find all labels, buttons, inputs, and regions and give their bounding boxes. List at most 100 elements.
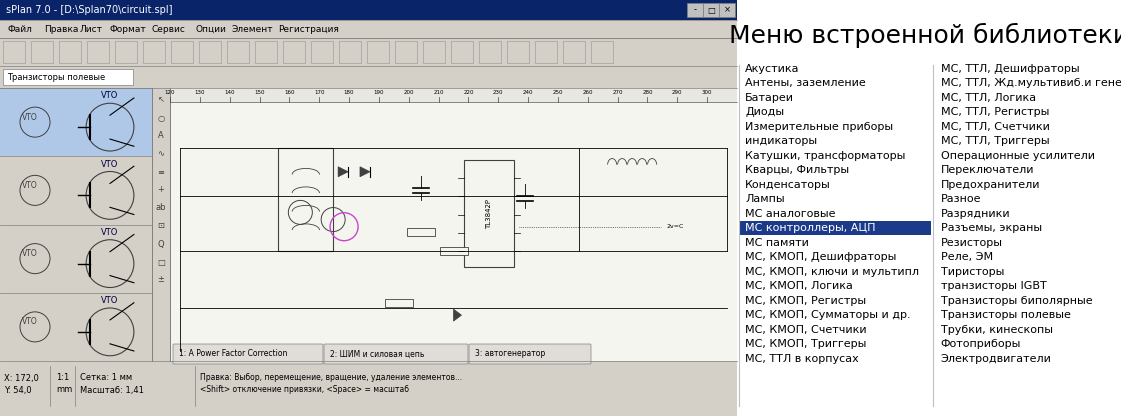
Text: Меню встроенной библиотеки: Меню встроенной библиотеки — [729, 22, 1121, 47]
Polygon shape — [454, 309, 462, 321]
Text: ≡: ≡ — [157, 168, 165, 176]
Text: МС, ТТЛ, Логика: МС, ТТЛ, Логика — [941, 93, 1036, 103]
Text: □: □ — [157, 258, 165, 267]
Bar — [3, 41, 25, 63]
Bar — [739, 221, 930, 235]
Text: VTO: VTO — [22, 249, 38, 258]
Text: 240: 240 — [522, 90, 534, 95]
Text: Масштаб: 1,41: Масштаб: 1,41 — [80, 386, 143, 394]
Bar — [282, 41, 305, 63]
Text: Кварцы, Фильтры: Кварцы, Фильтры — [745, 165, 849, 175]
Text: 300: 300 — [702, 90, 713, 95]
Text: -: - — [694, 5, 696, 15]
FancyBboxPatch shape — [469, 344, 591, 364]
Text: Транзисторы полевые: Транзисторы полевые — [7, 72, 105, 82]
Bar — [507, 41, 529, 63]
Bar — [703, 3, 719, 17]
Text: 2: ШИМ и силовая цепь: 2: ШИМ и силовая цепь — [330, 349, 425, 359]
Text: 280: 280 — [642, 90, 652, 95]
Bar — [385, 299, 413, 307]
Text: Катушки, трансформаторы: Катушки, трансформаторы — [745, 151, 906, 161]
Text: Разное: Разное — [941, 194, 981, 204]
Bar — [367, 41, 389, 63]
Text: 1: A Power Factor Correction: 1: A Power Factor Correction — [179, 349, 287, 359]
Text: Лампы: Лампы — [745, 194, 785, 204]
Text: ab: ab — [156, 203, 166, 213]
Text: VTO: VTO — [22, 317, 38, 327]
Text: <Shift> отключение привязки, <Space> = масштаб: <Shift> отключение привязки, <Space> = м… — [200, 386, 409, 394]
Text: VTO: VTO — [101, 92, 119, 101]
Text: МС, КМОП, Регистры: МС, КМОП, Регистры — [745, 296, 867, 306]
Text: Y: 54,0: Y: 54,0 — [4, 386, 31, 394]
Bar — [170, 88, 736, 102]
Bar — [3, 69, 133, 85]
Polygon shape — [339, 167, 349, 177]
Bar — [395, 41, 417, 63]
Bar — [200, 41, 221, 63]
Text: МС, ТТЛ, Триггеры: МС, ТТЛ, Триггеры — [941, 136, 1049, 146]
Text: 270: 270 — [612, 90, 623, 95]
Text: Регистрация: Регистрация — [278, 25, 339, 34]
Text: Правка: Выбор, перемещение, вращение, удаление элементов...: Правка: Выбор, перемещение, вращение, уд… — [200, 374, 462, 382]
Text: Опции: Опции — [196, 25, 226, 34]
Text: Акустика: Акустика — [745, 64, 799, 74]
Bar — [687, 3, 703, 17]
Text: 160: 160 — [284, 90, 295, 95]
Text: МС, ТТЛ, Регистры: МС, ТТЛ, Регистры — [941, 107, 1049, 117]
Text: ⊡: ⊡ — [157, 221, 165, 230]
Text: Транзисторы биполярные: Транзисторы биполярные — [941, 296, 1092, 306]
Text: Тиристоры: Тиристоры — [941, 267, 1004, 277]
FancyBboxPatch shape — [324, 344, 467, 364]
Bar — [115, 41, 137, 63]
Text: Батареи: Батареи — [745, 93, 794, 103]
Text: sPlan 7.0 - [D:\Splan70\circuit.spl]: sPlan 7.0 - [D:\Splan70\circuit.spl] — [6, 5, 173, 15]
Text: МС, ТТЛ, Дешифраторы: МС, ТТЛ, Дешифраторы — [941, 64, 1080, 74]
Text: Лист: Лист — [80, 25, 103, 34]
Bar — [226, 41, 249, 63]
Text: Формат: Формат — [110, 25, 147, 34]
Text: МС, КМОП, ключи и мультипл: МС, КМОП, ключи и мультипл — [745, 267, 919, 277]
Text: 2v=C: 2v=C — [667, 224, 684, 229]
Text: VTO: VTO — [101, 160, 119, 169]
Text: Диоды: Диоды — [745, 107, 784, 117]
Text: Файл: Файл — [8, 25, 33, 34]
Polygon shape — [360, 167, 370, 177]
Text: ±: ± — [158, 275, 165, 285]
Text: Транзисторы полевые: Транзисторы полевые — [941, 310, 1071, 320]
Bar — [152, 88, 170, 361]
Text: МС аналоговые: МС аналоговые — [745, 209, 835, 219]
Text: TL3842P: TL3842P — [487, 198, 492, 228]
Bar — [563, 41, 585, 63]
Bar — [278, 148, 333, 250]
Text: X: 172,0: X: 172,0 — [4, 374, 39, 382]
Text: МС, ТТЛ, Жд.мультивиб.и генер: МС, ТТЛ, Жд.мультивиб.и генер — [941, 78, 1121, 88]
Text: 170: 170 — [314, 90, 324, 95]
Text: mm: mm — [56, 386, 72, 394]
Bar — [172, 41, 193, 63]
Bar — [439, 247, 467, 255]
Text: VTO: VTO — [101, 228, 119, 237]
Text: Переключатели: Переключатели — [941, 165, 1035, 175]
Text: 260: 260 — [583, 90, 593, 95]
Bar — [0, 361, 736, 416]
Text: Измерительные приборы: Измерительные приборы — [745, 121, 893, 131]
Text: индикаторы: индикаторы — [745, 136, 817, 146]
Bar — [254, 41, 277, 63]
Text: Трубки, кинескопы: Трубки, кинескопы — [941, 324, 1053, 334]
Text: Конденсаторы: Конденсаторы — [745, 180, 831, 190]
Text: VTO: VTO — [22, 113, 38, 121]
Text: Сервис: Сервис — [152, 25, 186, 34]
Text: 3: автогенератор: 3: автогенератор — [475, 349, 545, 359]
Text: 140: 140 — [224, 90, 235, 95]
Text: 250: 250 — [553, 90, 563, 95]
Text: Разрядники: Разрядники — [941, 209, 1010, 219]
Text: МС, КМОП, Дешифраторы: МС, КМОП, Дешифраторы — [745, 252, 897, 262]
Text: Фотоприборы: Фотоприборы — [941, 339, 1021, 349]
Bar — [535, 41, 557, 63]
Bar — [479, 41, 501, 63]
Text: МС, ТТЛ в корпусах: МС, ТТЛ в корпусах — [745, 354, 859, 364]
FancyBboxPatch shape — [173, 344, 323, 364]
Text: МС, КМОП, Счетчики: МС, КМОП, Счетчики — [745, 324, 867, 334]
Text: МС, ТТЛ, Счетчики: МС, ТТЛ, Счетчики — [941, 121, 1049, 131]
Text: МС контроллеры, АЦП: МС контроллеры, АЦП — [745, 223, 876, 233]
